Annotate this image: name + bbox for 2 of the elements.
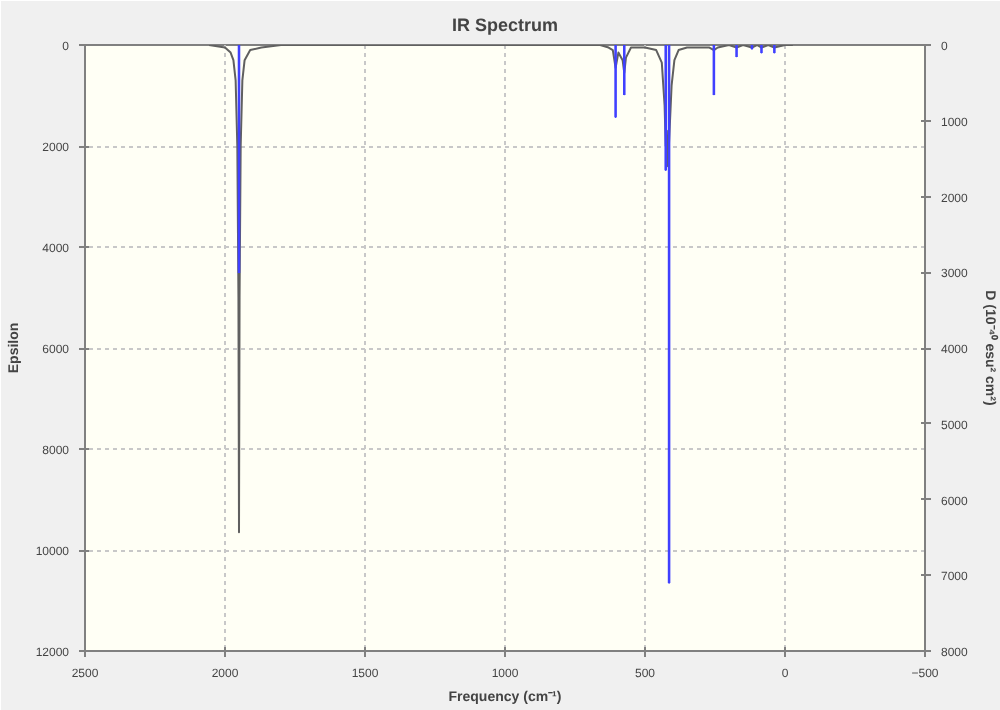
line-series (208, 45, 794, 534)
chart-title: IR Spectrum (451, 15, 559, 35)
